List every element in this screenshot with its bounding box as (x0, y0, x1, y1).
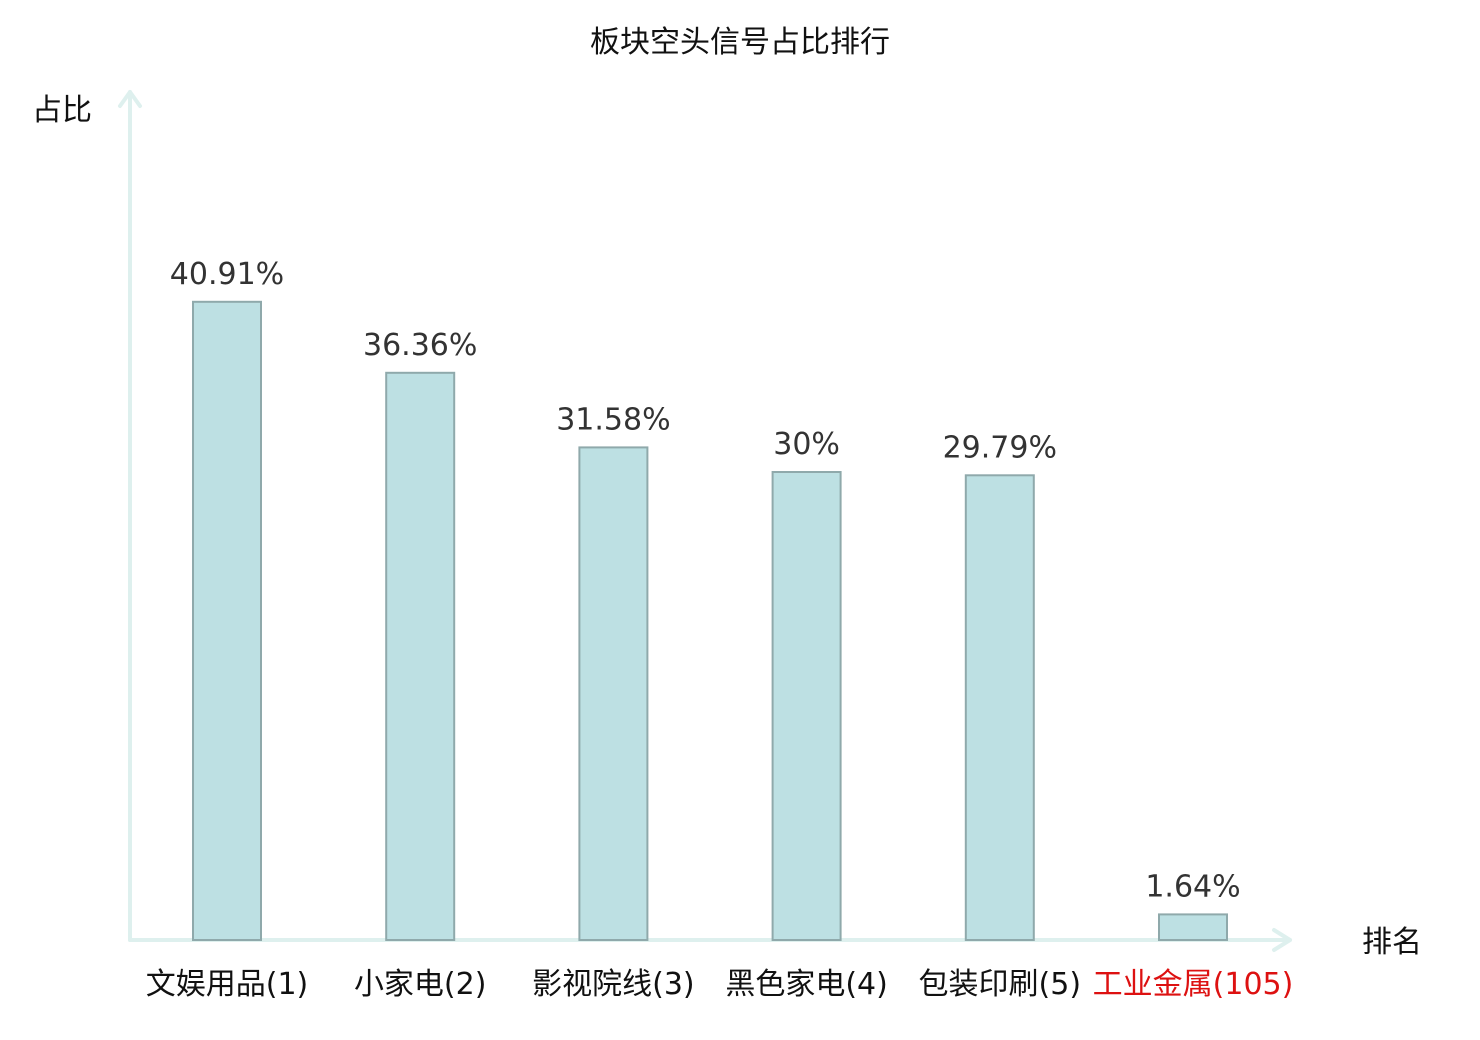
x-tick-label: 工业金属(105) (1093, 967, 1294, 1002)
y-axis-label: 占比 (32, 93, 92, 128)
data-label: 31.58% (556, 402, 670, 437)
data-label: 29.79% (943, 430, 1057, 465)
bars-group: 40.91% 文娱用品(1) 36.36% 小家电(2) 31.58% 影视院线(3) 30… (146, 257, 1294, 1002)
bar (385, 371, 456, 941)
bar (192, 300, 262, 941)
bar (964, 474, 1035, 941)
x-tick-label: 文娱用品(1) (146, 967, 309, 1002)
x-axis-label: 排名 (1362, 925, 1422, 960)
x-axis-arrow (1272, 928, 1292, 952)
data-label: 36.36% (363, 328, 477, 363)
data-label: 30% (773, 427, 840, 462)
x-tick-label: 黑色家电(4) (725, 967, 888, 1002)
x-tick-label: 包装印刷(5) (919, 967, 1082, 1002)
bar (1158, 913, 1228, 942)
data-label: 40.91% (170, 257, 284, 292)
x-tick-label: 影视院线(3) (532, 967, 695, 1002)
bar (578, 446, 649, 941)
x-axis (128, 928, 1292, 952)
y-axis-arrow (118, 90, 142, 108)
y-axis (118, 90, 142, 942)
x-tick-label: 小家电(2) (354, 967, 487, 1002)
data-label: 1.64% (1145, 869, 1240, 904)
bar (771, 471, 842, 941)
chart-title: 板块空头信号占比排行 (590, 25, 890, 60)
